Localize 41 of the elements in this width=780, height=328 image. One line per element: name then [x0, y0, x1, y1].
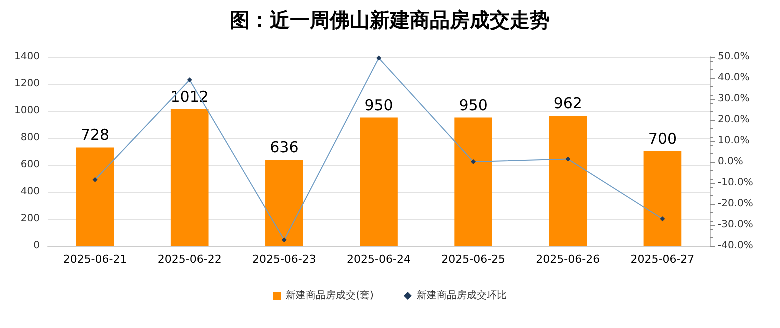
bar: [170, 109, 209, 246]
bar: [644, 152, 682, 246]
bar: [266, 160, 304, 246]
y2-tick-label: 50.0%: [718, 52, 750, 62]
bar: [360, 118, 398, 246]
x-tick-label: 2025-06-25: [442, 253, 506, 266]
bar: [549, 116, 588, 246]
y-tick-label: 800: [20, 132, 40, 144]
legend-label: 新建商品房成交(套): [286, 290, 374, 302]
y-tick-label: 1000: [14, 106, 40, 116]
x-tick-label: 2025-06-21: [63, 253, 128, 266]
x-tick-label: 2025-06-22: [158, 253, 222, 266]
y2-tick-label: -20.0%: [718, 198, 754, 210]
y2-tick-label: -30.0%: [718, 220, 754, 230]
y2-tick-label: 0.0%: [718, 156, 744, 168]
y-tick-label: 1400: [14, 52, 40, 62]
data-label: 728: [80, 126, 110, 144]
y2-tick-label: -10.0%: [718, 178, 754, 188]
y-tick-label: 1200: [14, 78, 40, 90]
x-tick-label: 2025-06-26: [536, 253, 600, 266]
y-tick-label: 600: [20, 160, 40, 170]
y-tick-label: 400: [20, 186, 40, 198]
legend-label: 新建商品房成交环比: [416, 290, 507, 302]
data-label: 962: [554, 94, 582, 113]
bar: [454, 118, 492, 246]
data-label: 950: [459, 96, 488, 114]
x-tick-label: 2025-06-27: [630, 253, 695, 266]
chart-title: 图：近一周佛山新建商品房成交走势: [230, 8, 550, 32]
y2-tick-label: -40.0%: [718, 240, 754, 252]
y-tick-label: 0: [34, 240, 40, 252]
y2-tick-label: 30.0%: [718, 94, 750, 104]
y2-tick-label: 20.0%: [718, 114, 750, 126]
y2-tick-label: 40.0%: [718, 72, 750, 84]
bar: [76, 148, 114, 246]
y-tick-label: 200: [20, 214, 40, 224]
y2-tick-label: 10.0%: [718, 136, 750, 146]
data-label: 950: [364, 96, 394, 114]
x-tick-label: 2025-06-23: [252, 253, 316, 266]
data-label: 700: [648, 130, 678, 148]
data-label: 636: [270, 138, 299, 157]
x-tick-label: 2025-06-24: [347, 253, 411, 266]
